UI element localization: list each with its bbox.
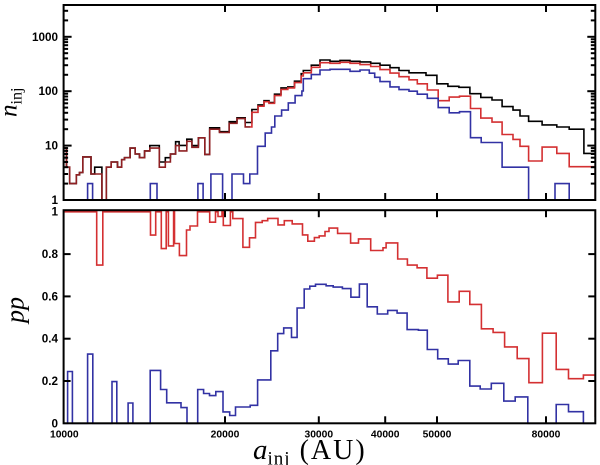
svg-text:0.2: 0.2: [42, 375, 59, 388]
svg-text:80000: 80000: [532, 430, 561, 441]
svg-text:10: 10: [45, 140, 59, 153]
svg-text:1000: 1000: [32, 31, 59, 44]
svg-text:ninj: ninj: [0, 88, 26, 117]
svg-text:50000: 50000: [423, 430, 452, 441]
svg-text:100: 100: [38, 85, 58, 98]
svg-text:0: 0: [51, 417, 58, 430]
svg-text:1: 1: [51, 205, 58, 218]
svg-text:0.8: 0.8: [42, 248, 59, 261]
svg-text:30000: 30000: [304, 430, 333, 441]
svg-text:20000: 20000: [211, 430, 240, 441]
svg-text:ainj (AU): ainj (AU): [253, 434, 367, 465]
svg-text:40000: 40000: [371, 430, 400, 441]
svg-text:10000: 10000: [50, 430, 79, 441]
svg-text:0.6: 0.6: [42, 290, 59, 303]
svg-text:0.4: 0.4: [42, 333, 59, 346]
svg-text:pp: pp: [1, 297, 30, 325]
svg-text:1: 1: [51, 194, 58, 207]
